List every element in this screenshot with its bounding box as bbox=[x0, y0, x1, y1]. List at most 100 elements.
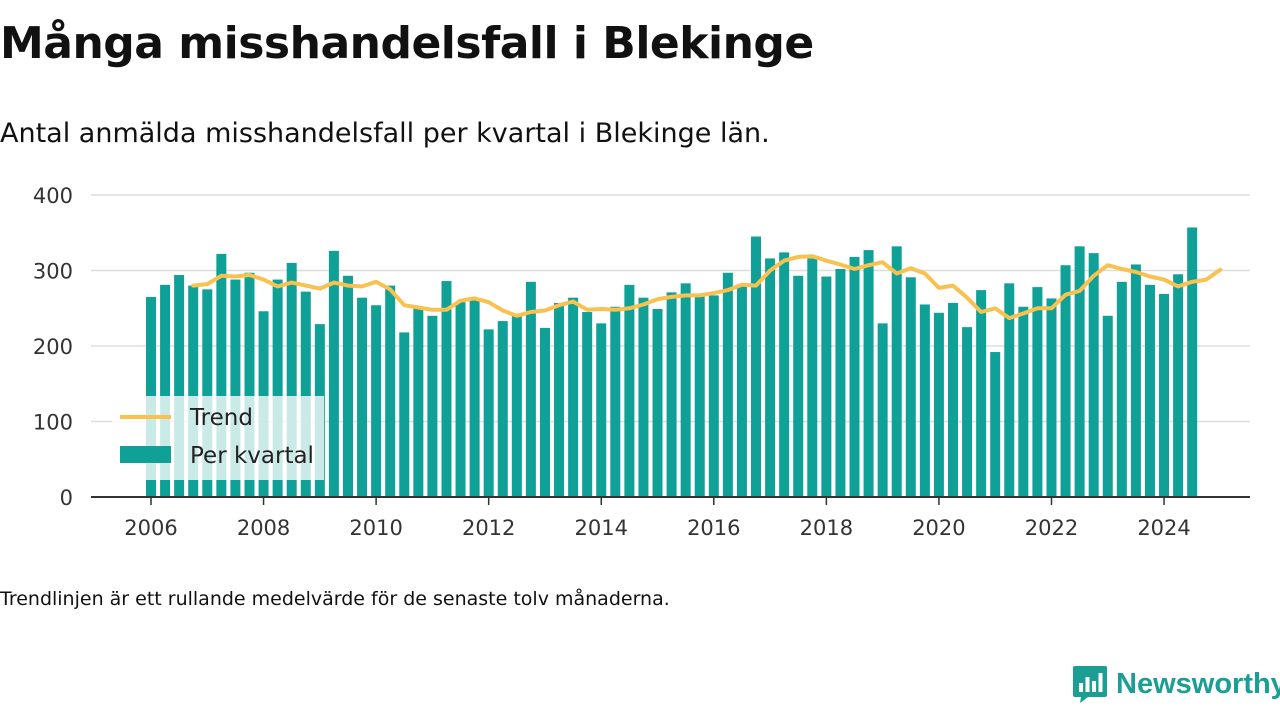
bar bbox=[947, 302, 958, 497]
bar bbox=[385, 285, 396, 497]
brand-logo[interactable]: Newsworthy bbox=[1072, 664, 1280, 704]
legend-trend-label: Trend bbox=[189, 405, 253, 431]
bar bbox=[568, 297, 579, 497]
bar bbox=[272, 279, 283, 497]
bar bbox=[1144, 284, 1155, 497]
bar bbox=[765, 258, 776, 497]
bar bbox=[441, 281, 452, 497]
bar bbox=[483, 329, 494, 497]
y-tick-label: 200 bbox=[33, 335, 73, 359]
y-tick-label: 300 bbox=[33, 260, 73, 284]
bar bbox=[976, 290, 987, 497]
y-tick-label: 100 bbox=[33, 411, 73, 435]
bar bbox=[1088, 253, 1099, 497]
bar bbox=[1102, 315, 1113, 497]
bar bbox=[511, 315, 522, 497]
bar bbox=[216, 253, 227, 497]
y-tick-label: 400 bbox=[33, 184, 73, 208]
bar bbox=[624, 284, 635, 497]
legend-box bbox=[112, 396, 324, 480]
bar bbox=[300, 291, 311, 497]
bar bbox=[497, 321, 508, 497]
x-tick-label: 2016 bbox=[687, 516, 740, 540]
brand-name: Newsworthy bbox=[1116, 667, 1280, 700]
bar bbox=[821, 276, 832, 497]
bar bbox=[863, 250, 874, 497]
bar bbox=[160, 284, 171, 497]
bar bbox=[554, 302, 565, 497]
bar bbox=[793, 275, 804, 497]
bar bbox=[469, 299, 480, 497]
bar bbox=[666, 292, 677, 497]
bar bbox=[539, 327, 550, 497]
bar bbox=[371, 305, 382, 497]
bar bbox=[1187, 227, 1198, 497]
bar bbox=[328, 250, 339, 497]
bar bbox=[596, 323, 607, 497]
bar bbox=[202, 289, 213, 497]
bar bbox=[891, 246, 902, 497]
x-tick-label: 2018 bbox=[800, 516, 853, 540]
chart-title: Många misshandelsfall i Blekinge bbox=[0, 18, 814, 69]
bar bbox=[1074, 246, 1085, 497]
bar bbox=[722, 272, 733, 497]
bar bbox=[230, 279, 241, 497]
bar bbox=[877, 323, 888, 497]
bar bbox=[779, 252, 790, 497]
x-tick-label: 2024 bbox=[1137, 516, 1190, 540]
bar bbox=[1130, 264, 1141, 497]
bar bbox=[244, 272, 255, 497]
bar bbox=[427, 315, 438, 497]
bar bbox=[680, 283, 691, 497]
legend-bar-label: Per kvartal bbox=[190, 443, 314, 469]
bar bbox=[751, 236, 762, 497]
bar bbox=[962, 327, 973, 497]
chart-subtitle: Antal anmälda misshandelsfall per kvarta… bbox=[0, 118, 770, 149]
bar bbox=[835, 268, 846, 497]
x-tick-label: 2010 bbox=[349, 516, 402, 540]
bar bbox=[1159, 293, 1170, 497]
bar bbox=[1173, 274, 1184, 497]
bar bbox=[694, 294, 705, 497]
bar bbox=[455, 302, 466, 497]
bar bbox=[342, 275, 353, 497]
trend-layer bbox=[191, 254, 1223, 321]
bar bbox=[919, 304, 930, 497]
x-tick-label: 2022 bbox=[1025, 516, 1078, 540]
bar bbox=[1004, 283, 1015, 497]
x-tick-label: 2006 bbox=[124, 516, 177, 540]
bar bbox=[638, 297, 649, 497]
bar bbox=[1116, 281, 1127, 497]
bar bbox=[399, 332, 410, 497]
bar-line-chart: 0 100 200 300 400 2006 2008 2010 2012 2014 2016 201… bbox=[33, 184, 1250, 540]
bar bbox=[174, 275, 185, 497]
bar bbox=[1060, 265, 1071, 497]
bar bbox=[905, 277, 916, 497]
bar bbox=[413, 308, 424, 497]
bar bbox=[582, 312, 593, 497]
bar bbox=[652, 309, 663, 497]
bar bbox=[1032, 287, 1043, 497]
footnote: Trendlinjen är ett rullande medelvärde f… bbox=[0, 588, 670, 610]
bar bbox=[188, 285, 199, 497]
bar bbox=[807, 258, 818, 497]
x-tick-label: 2014 bbox=[575, 516, 628, 540]
bar bbox=[933, 312, 944, 497]
bar bbox=[849, 256, 860, 497]
bar bbox=[357, 297, 368, 497]
bar bbox=[1018, 306, 1029, 497]
x-tick-label: 2020 bbox=[912, 516, 965, 540]
axes: 0 100 200 300 400 2006 2008 2010 2012 2014 2016 201… bbox=[33, 184, 1250, 540]
bar bbox=[990, 352, 1001, 497]
bar bbox=[610, 306, 621, 497]
legend: Trend Per kvartal bbox=[112, 396, 324, 480]
bar bbox=[736, 286, 747, 497]
bar bbox=[525, 281, 536, 497]
bar bbox=[286, 262, 297, 497]
bar bbox=[1046, 298, 1057, 497]
legend-bar-swatch bbox=[120, 446, 171, 463]
trend-line bbox=[191, 254, 1223, 321]
bar bbox=[708, 295, 719, 497]
x-tick-label: 2008 bbox=[237, 516, 290, 540]
y-tick-label: 0 bbox=[60, 486, 73, 510]
